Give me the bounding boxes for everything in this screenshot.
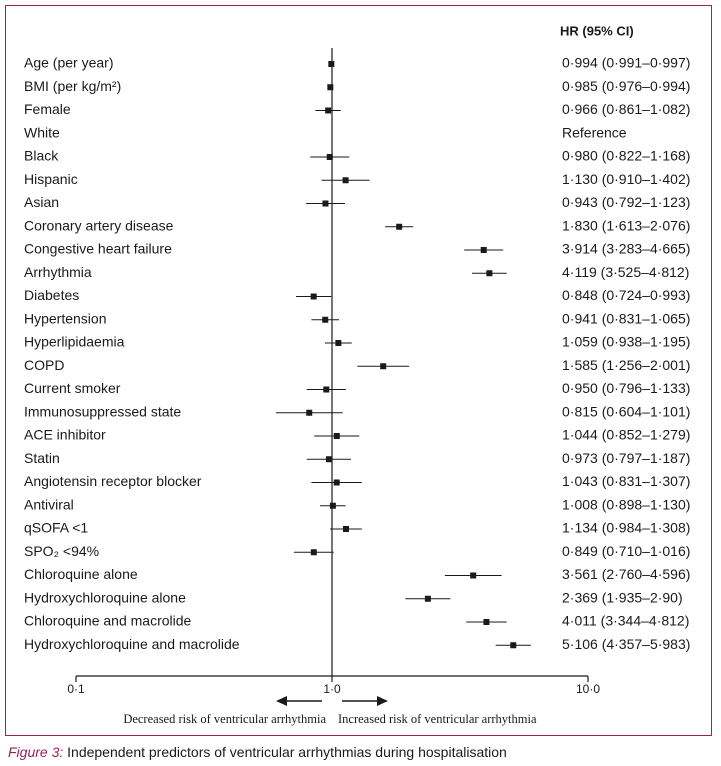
hr-ci-label: 1·134 (0·984–1·308)	[562, 520, 690, 536]
row-label: Angiotensin receptor blocker	[24, 473, 202, 489]
hr-point	[380, 363, 387, 370]
direction-right-label: Increased risk of ventricular arrhythmia	[338, 712, 537, 726]
hr-point	[510, 642, 517, 649]
row-label: qSOFA <1	[24, 520, 88, 536]
row-label: Hispanic	[24, 171, 78, 187]
row-label: Hydroxychloroquine and macrolide	[24, 636, 240, 652]
hr-ci-label: 0·994 (0·991–0·997)	[562, 55, 690, 71]
hr-point	[323, 386, 330, 393]
row-label: Antiviral	[24, 496, 74, 512]
row-label: BMI (per kg/m²)	[24, 78, 121, 94]
hr-ci-label: 0·943 (0·792–1·123)	[562, 194, 690, 210]
row-label: Coronary artery disease	[24, 217, 174, 233]
hr-ci-label: Reference	[562, 124, 627, 140]
hr-point	[310, 293, 317, 300]
figure-label: Figure 3:	[8, 744, 64, 760]
row-label: Hyperlipidaemia	[24, 334, 125, 350]
hr-point	[328, 61, 335, 67]
row-label: Arrhythmia	[24, 264, 92, 280]
hr-ci-label: 0·941 (0·831–1·065)	[562, 310, 690, 326]
hr-point	[322, 316, 329, 323]
hr-point	[325, 456, 332, 463]
row-label: Congestive heart failure	[24, 241, 172, 257]
hr-ci-label: 0·980 (0·822–1·168)	[562, 148, 690, 164]
row-label: Hydroxychloroquine alone	[24, 589, 186, 605]
hr-point	[480, 247, 487, 253]
x-tick-label: 0·1	[67, 682, 85, 696]
hr-ci-label: 1·044 (0·852–1·279)	[562, 427, 690, 443]
row-label: Age (per year)	[24, 55, 113, 71]
hr-point	[325, 107, 332, 114]
x-tick-label: 1·0	[323, 682, 341, 696]
hr-point	[424, 595, 431, 602]
hr-point	[342, 526, 349, 532]
row-label: COPD	[24, 357, 64, 373]
hr-ci-label: 3·561 (2·760–4·596)	[562, 566, 690, 582]
hr-point	[396, 223, 403, 230]
hr-point	[306, 409, 313, 416]
hr-ci-label: 1·008 (0·898–1·130)	[562, 496, 690, 512]
hr-point	[326, 154, 333, 160]
hr-ci-label: 1·585 (1·256–2·001)	[562, 357, 690, 373]
row-label: Black	[24, 148, 59, 164]
left-arrow-icon	[276, 696, 287, 706]
hr-ci-label: 0·973 (0·797–1·187)	[562, 450, 690, 466]
hr-ci-label: 0·950 (0·796–1·133)	[562, 380, 690, 396]
hr-ci-label: 1·830 (1·613–2·076)	[562, 217, 690, 233]
hr-column-header: HR (95% CI)	[560, 23, 634, 38]
forest-plot: HR (95% CI) Age (per year) 0·994 (0·991–0·…	[24, 23, 690, 726]
hr-point	[329, 502, 336, 509]
hr-ci-label: 0·848 (0·724–0·993)	[562, 287, 690, 303]
hr-ci-label: 0·966 (0·861–1·082)	[562, 101, 690, 117]
hr-ci-label: 0·815 (0·604–1·101)	[562, 403, 690, 419]
row-label: SPO₂ <94%	[24, 543, 99, 559]
hr-point	[322, 200, 329, 207]
hr-point	[310, 549, 317, 556]
row-label: Statin	[24, 450, 60, 466]
hr-point	[327, 84, 334, 91]
row-label: Diabetes	[24, 287, 79, 303]
figure-caption-text: Independent predictors of ventricular ar…	[63, 744, 507, 760]
hr-point	[333, 479, 340, 486]
hr-point	[486, 270, 493, 277]
direction-left-label: Decreased risk of ventricular arrhythmia	[123, 712, 326, 726]
row-label: Asian	[24, 194, 59, 210]
hr-ci-label: 0·985 (0·976–0·994)	[562, 78, 690, 94]
hr-point	[342, 177, 349, 184]
hr-ci-label: 2·369 (1·935–2·90)	[562, 589, 683, 605]
hr-ci-label: 1·043 (0·831–1·307)	[562, 473, 690, 489]
row-label: ACE inhibitor	[24, 427, 106, 443]
row-label: Female	[24, 101, 71, 117]
hr-point	[470, 572, 477, 579]
row-label: Hypertension	[24, 310, 107, 326]
row-label: White	[24, 124, 60, 140]
row-label: Chloroquine alone	[24, 566, 138, 582]
right-arrow-icon	[377, 696, 388, 706]
hr-point	[333, 433, 340, 439]
x-tick-label: 10·0	[576, 682, 600, 696]
hr-point	[483, 619, 490, 625]
hr-ci-label: 1·130 (0·910–1·402)	[562, 171, 690, 187]
row-label: Chloroquine and macrolide	[24, 613, 192, 629]
figure-frame	[5, 5, 712, 736]
hr-ci-label: 1·059 (0·938–1·195)	[562, 334, 690, 350]
row-label: Current smoker	[24, 380, 121, 396]
hr-ci-label: 3·914 (3·283–4·665)	[562, 241, 690, 257]
hr-ci-label: 4·119 (3·525–4·812)	[562, 264, 689, 280]
hr-ci-label: 0·849 (0·710–1·016)	[562, 543, 690, 559]
row-label: Immunosuppressed state	[24, 403, 181, 419]
figure-caption: Figure 3: Independent predictors of vent…	[8, 744, 507, 760]
hr-ci-label: 5·106 (4·357–5·983)	[562, 636, 690, 652]
hr-ci-label: 4·011 (3·344–4·812)	[562, 613, 689, 629]
hr-point	[335, 340, 342, 346]
